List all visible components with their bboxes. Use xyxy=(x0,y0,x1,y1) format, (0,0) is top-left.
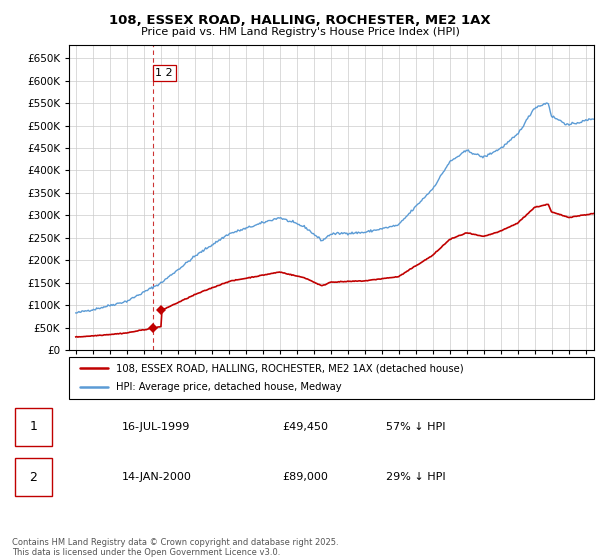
Text: HPI: Average price, detached house, Medway: HPI: Average price, detached house, Medw… xyxy=(116,382,342,393)
Bar xyxy=(15,458,52,497)
Bar xyxy=(15,408,52,446)
Text: 2: 2 xyxy=(29,471,37,484)
Text: £49,450: £49,450 xyxy=(283,422,329,432)
Text: 29% ↓ HPI: 29% ↓ HPI xyxy=(386,473,446,482)
Text: 108, ESSEX ROAD, HALLING, ROCHESTER, ME2 1AX: 108, ESSEX ROAD, HALLING, ROCHESTER, ME2… xyxy=(109,14,491,27)
Text: Price paid vs. HM Land Registry's House Price Index (HPI): Price paid vs. HM Land Registry's House … xyxy=(140,27,460,37)
Text: 108, ESSEX ROAD, HALLING, ROCHESTER, ME2 1AX (detached house): 108, ESSEX ROAD, HALLING, ROCHESTER, ME2… xyxy=(116,363,464,373)
Text: 1 2: 1 2 xyxy=(155,68,173,78)
Text: 57% ↓ HPI: 57% ↓ HPI xyxy=(386,422,446,432)
Text: Contains HM Land Registry data © Crown copyright and database right 2025.
This d: Contains HM Land Registry data © Crown c… xyxy=(12,538,338,557)
Text: £89,000: £89,000 xyxy=(283,473,329,482)
Text: 1: 1 xyxy=(29,421,37,433)
Text: 14-JAN-2000: 14-JAN-2000 xyxy=(121,473,191,482)
Text: 16-JUL-1999: 16-JUL-1999 xyxy=(121,422,190,432)
